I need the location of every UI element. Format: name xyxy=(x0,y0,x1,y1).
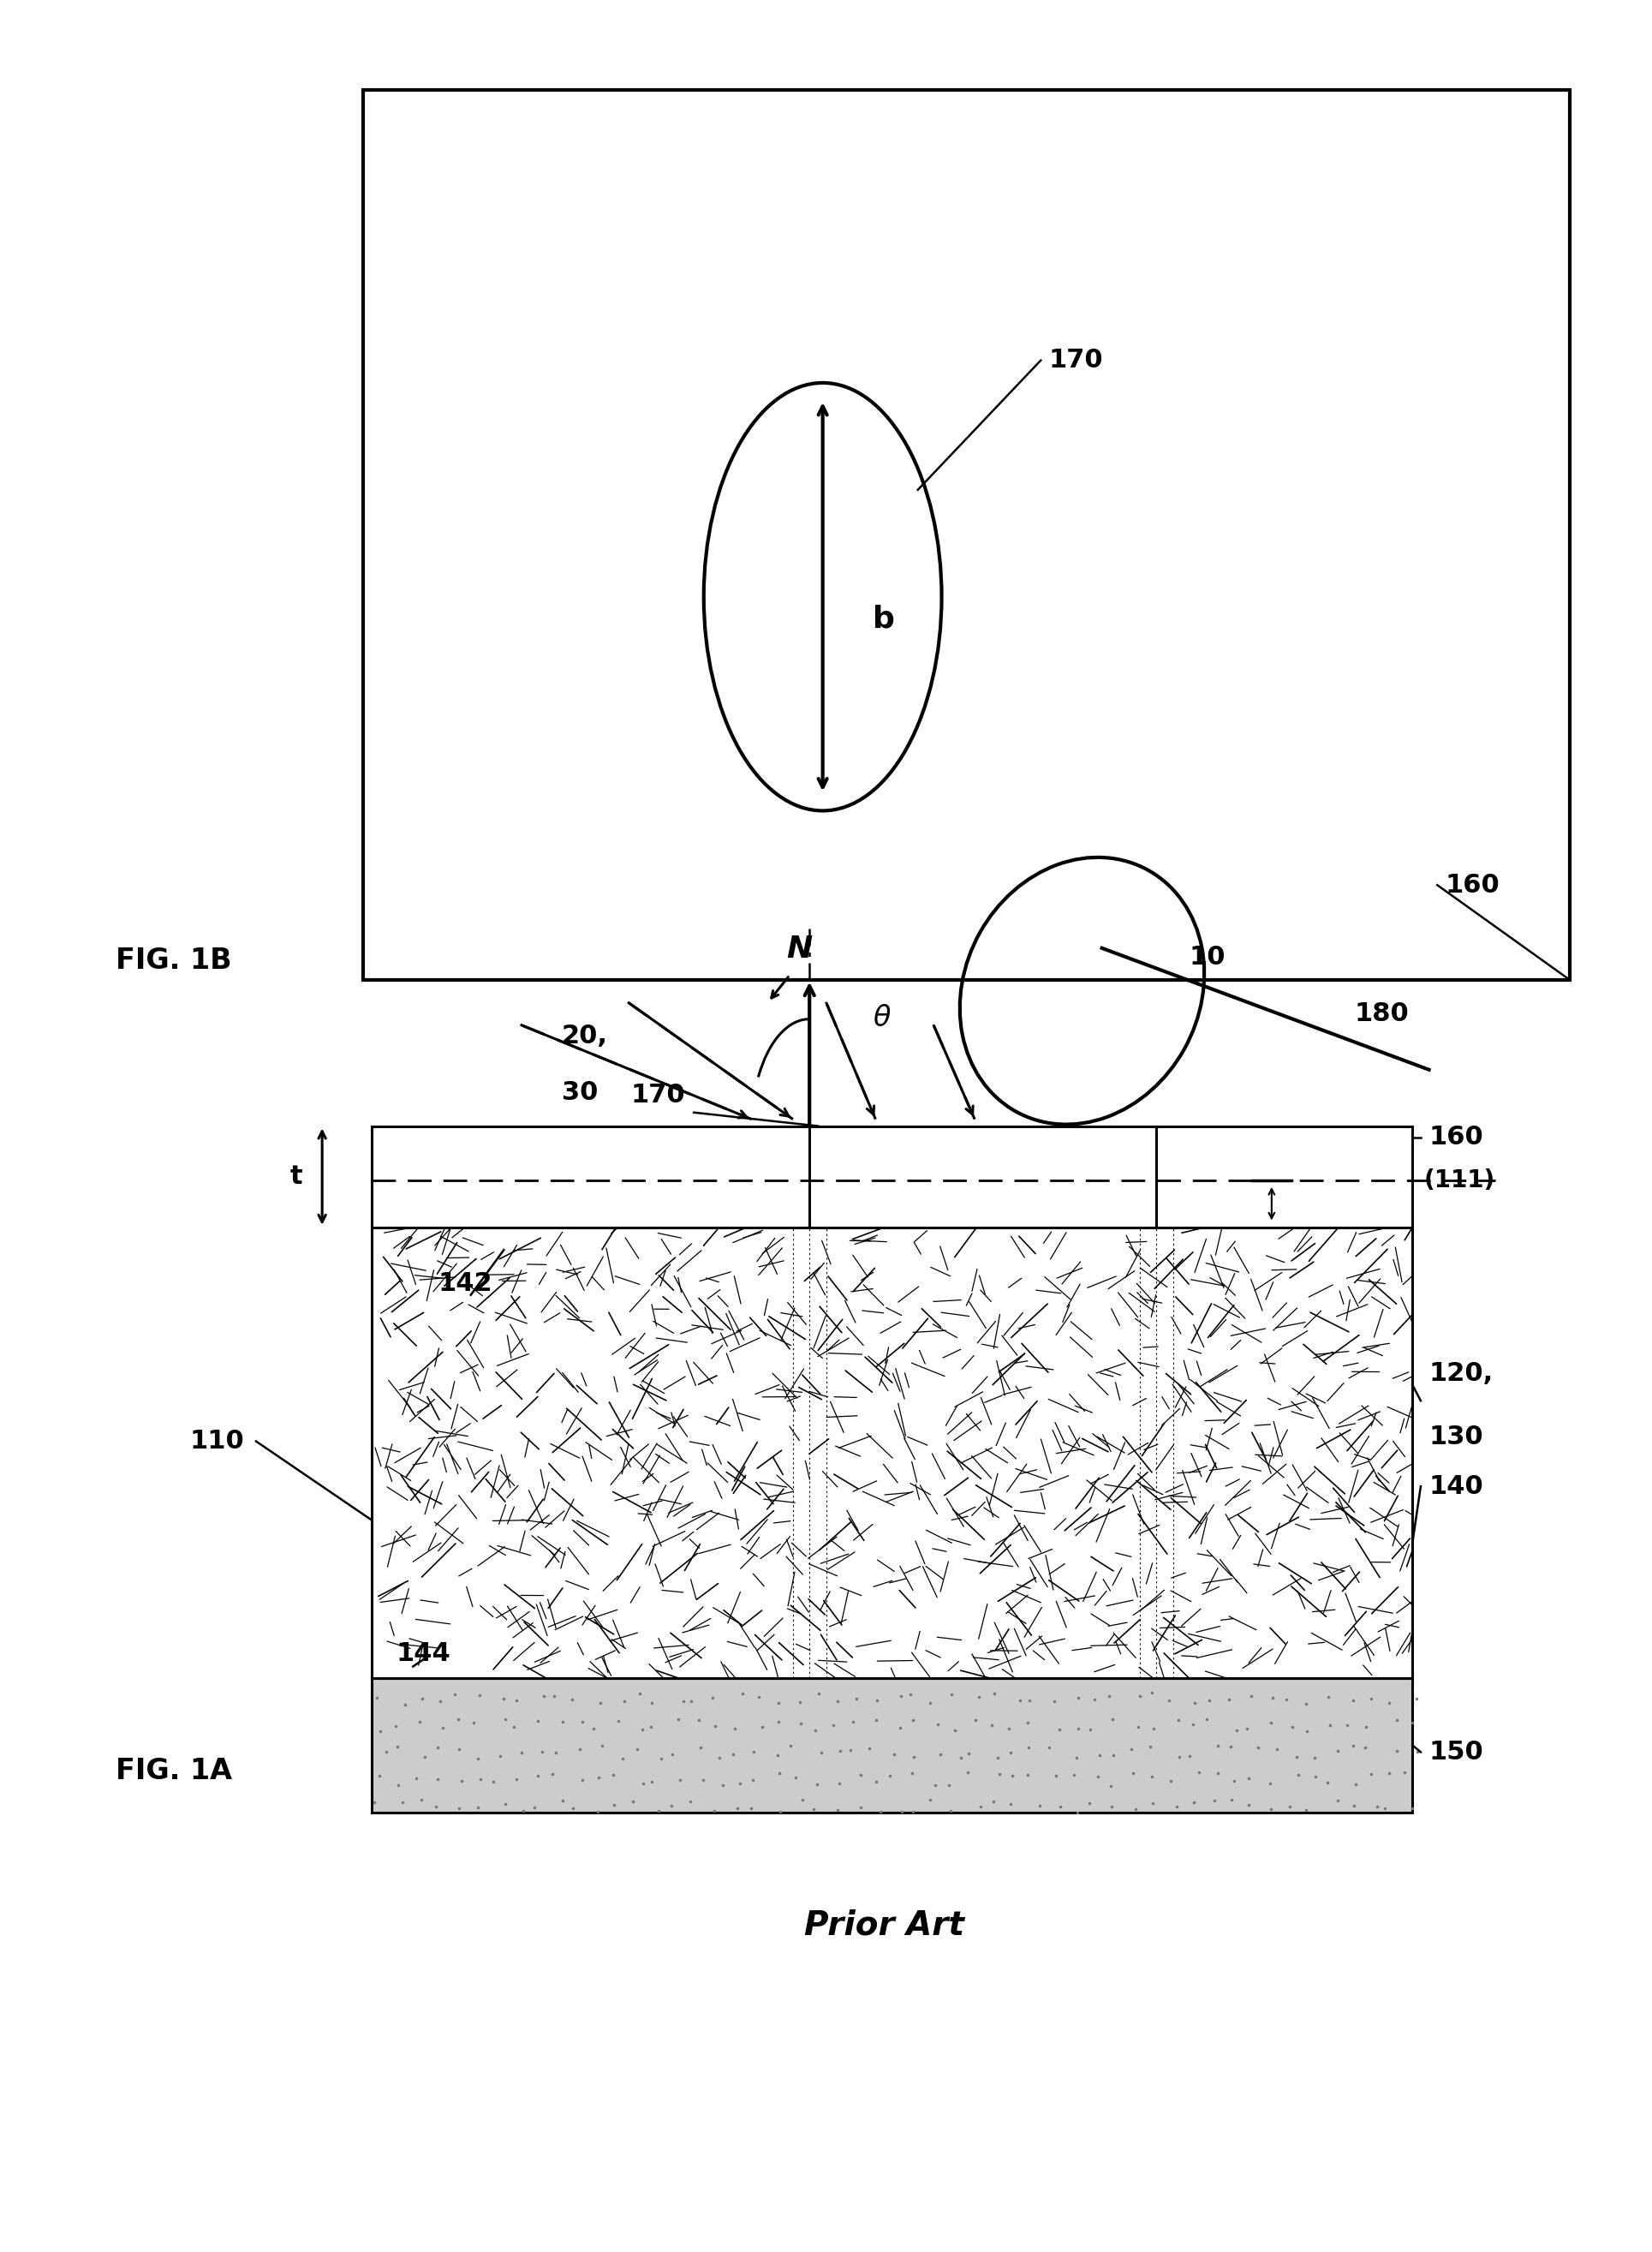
Text: 20,: 20, xyxy=(562,1022,608,1049)
Text: $\theta$: $\theta$ xyxy=(872,1004,890,1031)
Text: 144: 144 xyxy=(396,1642,451,1666)
Text: 30: 30 xyxy=(562,1079,598,1106)
Text: (111): (111) xyxy=(1424,1169,1495,1191)
Text: FIG. 1B: FIG. 1B xyxy=(116,946,231,975)
Bar xyxy=(372,1678,1412,1813)
Text: 142: 142 xyxy=(438,1270,492,1297)
Bar xyxy=(372,1227,1412,1678)
Text: 130: 130 xyxy=(1429,1423,1483,1450)
Text: 140: 140 xyxy=(1429,1473,1483,1500)
Text: t: t xyxy=(289,1164,302,1189)
Text: b: b xyxy=(872,606,894,633)
Text: 160: 160 xyxy=(1429,1124,1483,1151)
Text: 120,: 120, xyxy=(1429,1360,1493,1387)
Text: 10: 10 xyxy=(1189,944,1226,971)
Ellipse shape xyxy=(704,383,942,811)
Text: FIG. 1A: FIG. 1A xyxy=(116,1757,233,1786)
Text: 170: 170 xyxy=(631,1083,686,1108)
Text: 150: 150 xyxy=(1429,1739,1483,1766)
Bar xyxy=(363,90,1569,980)
Text: 180: 180 xyxy=(1355,1000,1409,1027)
Text: Prior Art: Prior Art xyxy=(805,1910,963,1941)
Bar xyxy=(372,1126,1412,1227)
Text: 110: 110 xyxy=(190,1428,244,1455)
Text: 160: 160 xyxy=(1446,872,1500,899)
Text: N: N xyxy=(786,935,813,964)
Text: 170: 170 xyxy=(1049,347,1104,374)
